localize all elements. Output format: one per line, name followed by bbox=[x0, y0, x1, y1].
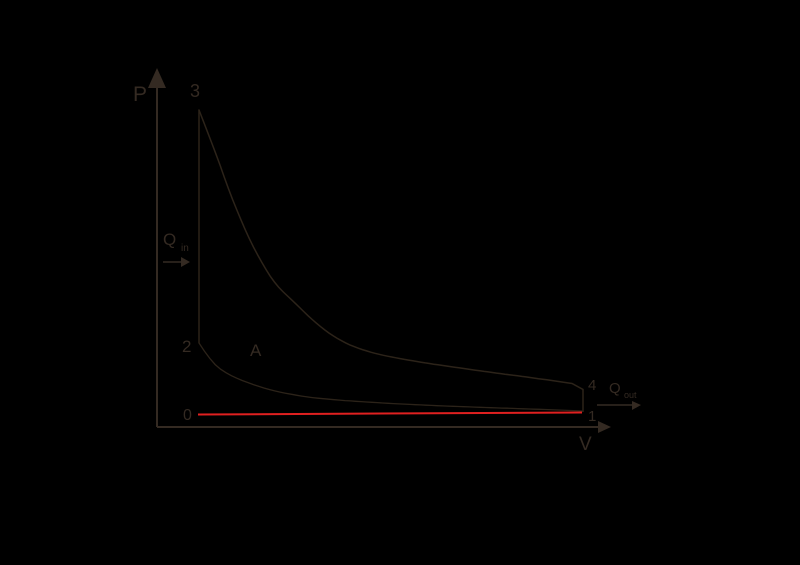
svg-text:in: in bbox=[181, 243, 189, 254]
svg-text:P: P bbox=[133, 83, 147, 106]
svg-text:out: out bbox=[624, 390, 637, 400]
svg-text:1: 1 bbox=[588, 408, 596, 425]
svg-text:Q: Q bbox=[609, 380, 621, 397]
svg-text:4: 4 bbox=[588, 377, 596, 394]
svg-text:V: V bbox=[579, 434, 592, 455]
svg-text:A: A bbox=[250, 341, 262, 360]
svg-text:3: 3 bbox=[190, 81, 200, 101]
svg-text:0: 0 bbox=[183, 407, 192, 424]
svg-text:Q: Q bbox=[163, 230, 176, 249]
svg-text:2: 2 bbox=[182, 337, 191, 356]
